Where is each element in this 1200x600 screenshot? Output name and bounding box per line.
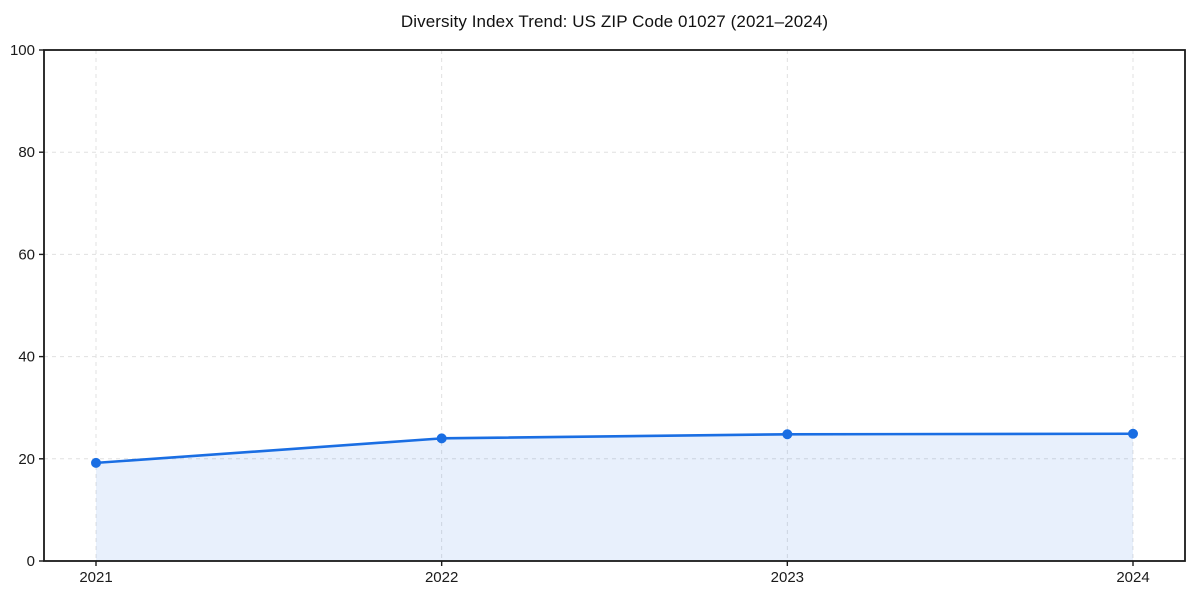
y-tick-label: 80 <box>18 144 35 161</box>
data-point <box>436 433 447 444</box>
y-tick-label: 60 <box>18 246 35 263</box>
area-fill <box>96 433 1133 561</box>
chart-title: Diversity Index Trend: US ZIP Code 01027… <box>400 12 829 31</box>
x-tick-label: 2023 <box>771 569 804 586</box>
data-point <box>782 429 793 440</box>
x-tick-label: 2022 <box>425 569 458 586</box>
y-tick-label: 20 <box>18 451 35 468</box>
axis-frame <box>43 49 1186 562</box>
data-point <box>91 457 101 468</box>
x-tick-label: 2024 <box>1116 569 1149 586</box>
y-tick-label: 100 <box>10 42 35 59</box>
trend-line <box>94 432 1135 465</box>
y-tick-label: 0 <box>27 553 35 570</box>
y-tick-label: 40 <box>18 349 35 366</box>
data-point <box>1128 428 1138 439</box>
x-tick-label: 2021 <box>79 569 112 586</box>
